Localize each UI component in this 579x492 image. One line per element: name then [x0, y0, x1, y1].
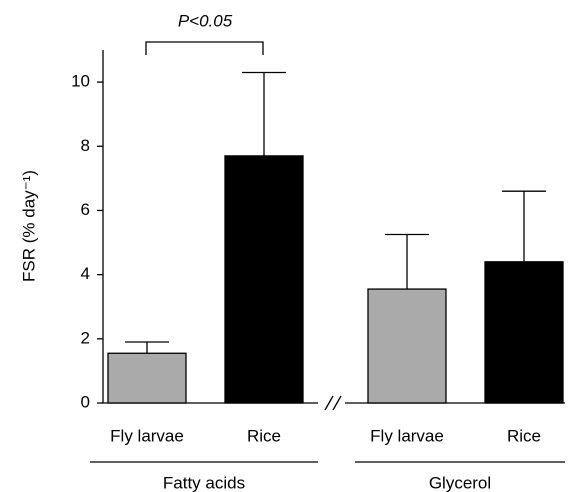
y-tick-label: 10 — [71, 72, 90, 91]
annotation: P<0.05 — [178, 11, 233, 30]
x-tick-label: Fly larvae — [370, 426, 444, 445]
x-tick-label: Fly larvae — [110, 426, 184, 445]
x-tick-label: Rice — [507, 426, 541, 445]
axis-break — [332, 395, 342, 411]
significance-bracket — [145, 41, 264, 55]
bar — [367, 288, 447, 404]
y-tick-label: 2 — [81, 328, 90, 347]
y-tick-label: 0 — [81, 392, 90, 411]
y-tick-label: 4 — [81, 264, 90, 283]
y-tick-label: 6 — [81, 200, 90, 219]
y-tick-label: 8 — [81, 136, 90, 155]
group-label: Fatty acids — [163, 473, 245, 492]
bar — [484, 261, 564, 404]
y-axis-label: FSR (% day⁻¹) — [19, 170, 38, 282]
axis-break — [324, 395, 334, 411]
x-tick-label: Rice — [247, 426, 281, 445]
group-label: Glycerol — [429, 473, 491, 492]
bar — [107, 352, 187, 404]
bar — [224, 155, 304, 404]
